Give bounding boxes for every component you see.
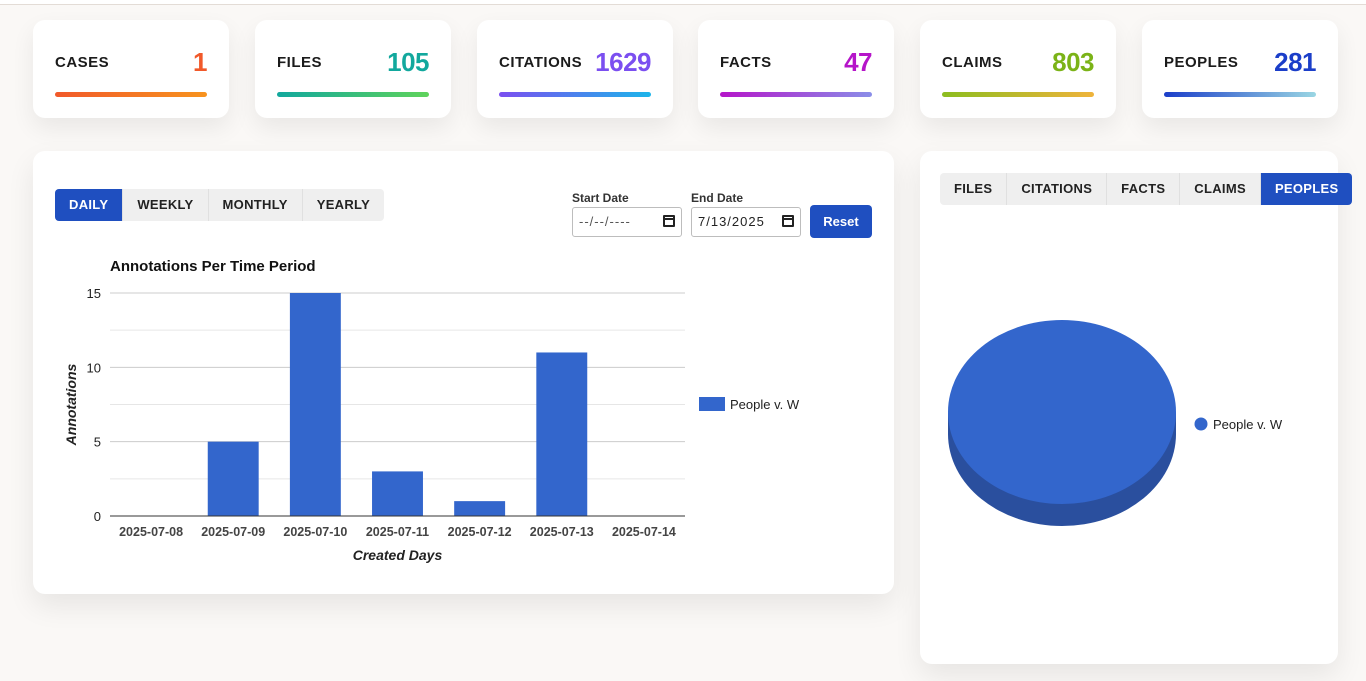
- pie-legend-label: People v. W: [1213, 417, 1283, 432]
- chart-title: Annotations Per Time Period: [110, 258, 316, 275]
- x-axis-title: Created Days: [353, 547, 443, 563]
- end-date-input[interactable]: 7/13/2025: [691, 207, 801, 237]
- bar: [454, 501, 506, 516]
- x-tick-label: 2025-07-09: [201, 525, 265, 539]
- calendar-icon[interactable]: [663, 215, 675, 227]
- bar: [536, 352, 588, 516]
- stat-accent-bar: [720, 92, 872, 97]
- stat-value: 803: [1052, 47, 1094, 77]
- pie-tab-claims[interactable]: CLAIMS: [1180, 173, 1261, 205]
- pie-slice: [948, 320, 1176, 504]
- start-date-input[interactable]: --/--/----: [572, 207, 682, 237]
- stat-card-citations: CITATIONS 1629: [477, 20, 673, 118]
- pie-tabs: FILES CITATIONS FACTS CLAIMS PEOPLES: [940, 173, 1353, 205]
- bar: [372, 471, 423, 516]
- stat-value: 1629: [595, 47, 651, 77]
- stat-card-files: FILES 105: [255, 20, 451, 118]
- bar: [289, 293, 341, 516]
- stat-label: CASES: [55, 54, 110, 71]
- stat-label: CLAIMS: [942, 54, 1003, 71]
- pie-legend-dot: [1194, 417, 1208, 431]
- bar: [207, 441, 259, 516]
- x-tick-label: 2025-07-12: [448, 525, 512, 539]
- stat-accent-bar: [55, 92, 207, 97]
- stat-accent-bar: [942, 92, 1094, 97]
- stat-label: CITATIONS: [499, 54, 583, 71]
- pie-tab-facts[interactable]: FACTS: [1107, 173, 1181, 205]
- stat-label: PEOPLES: [1164, 54, 1239, 71]
- pie-tab-citations[interactable]: CITATIONS: [1007, 173, 1108, 205]
- calendar-icon[interactable]: [782, 215, 794, 227]
- stat-value: 1: [193, 47, 207, 77]
- stat-value: 281: [1274, 47, 1316, 77]
- pie-tab-files[interactable]: FILES: [940, 173, 1008, 205]
- y-tick-label: 10: [87, 360, 101, 375]
- pie-panel: FILES CITATIONS FACTS CLAIMS PEOPLES People …: [920, 151, 1353, 664]
- stat-value: 105: [387, 47, 429, 77]
- period-tabs: DAILY WEEKLY MONTHLY YEARLY: [55, 189, 385, 221]
- stat-label: FILES: [277, 54, 323, 71]
- stat-accent-bar: [277, 92, 429, 97]
- tab-monthly[interactable]: MONTHLY: [209, 189, 303, 221]
- pie-tab-peoples[interactable]: PEOPLES: [1260, 173, 1353, 205]
- stat-value: 47: [844, 47, 872, 77]
- legend-label: People v. W: [730, 397, 800, 412]
- end-date-label: End Date: [691, 191, 744, 205]
- x-tick-label: 2025-07-10: [283, 525, 347, 539]
- y-axis-title: Annotations: [63, 363, 79, 446]
- x-tick-label: 2025-07-13: [530, 525, 594, 539]
- tab-yearly[interactable]: YEARLY: [316, 197, 371, 212]
- y-tick-label: 5: [94, 435, 101, 450]
- start-date-value: --/--/----: [579, 214, 631, 229]
- stat-card-claims: CLAIMS 803: [920, 20, 1116, 118]
- y-tick-label: 15: [87, 286, 101, 301]
- stat-label: FACTS: [720, 54, 772, 71]
- x-tick-label: 2025-07-11: [366, 525, 429, 539]
- stat-card-facts: FACTS 47: [698, 20, 894, 118]
- pie-chart: People v. W: [948, 320, 1283, 526]
- x-tick-label: 2025-07-14: [612, 525, 676, 539]
- stat-accent-bar: [499, 92, 651, 97]
- reset-button[interactable]: Reset: [810, 205, 872, 238]
- start-date-label: Start Date: [572, 191, 629, 205]
- annotations-panel: DAILY WEEKLY MONTHLY YEARLY Start Date --/-…: [33, 151, 894, 594]
- x-tick-label: 2025-07-08: [119, 525, 183, 539]
- end-date-value: 7/13/2025: [698, 214, 765, 229]
- tab-weekly[interactable]: WEEKLY: [123, 189, 209, 221]
- stat-card-peoples: PEOPLES 281: [1142, 20, 1338, 118]
- legend-swatch: [699, 397, 725, 411]
- stat-card-cases: CASES 1: [33, 20, 229, 118]
- top-divider: [0, 0, 1366, 5]
- stat-accent-bar: [1164, 92, 1316, 97]
- y-tick-label: 0: [94, 509, 101, 524]
- tab-daily[interactable]: DAILY: [55, 189, 124, 221]
